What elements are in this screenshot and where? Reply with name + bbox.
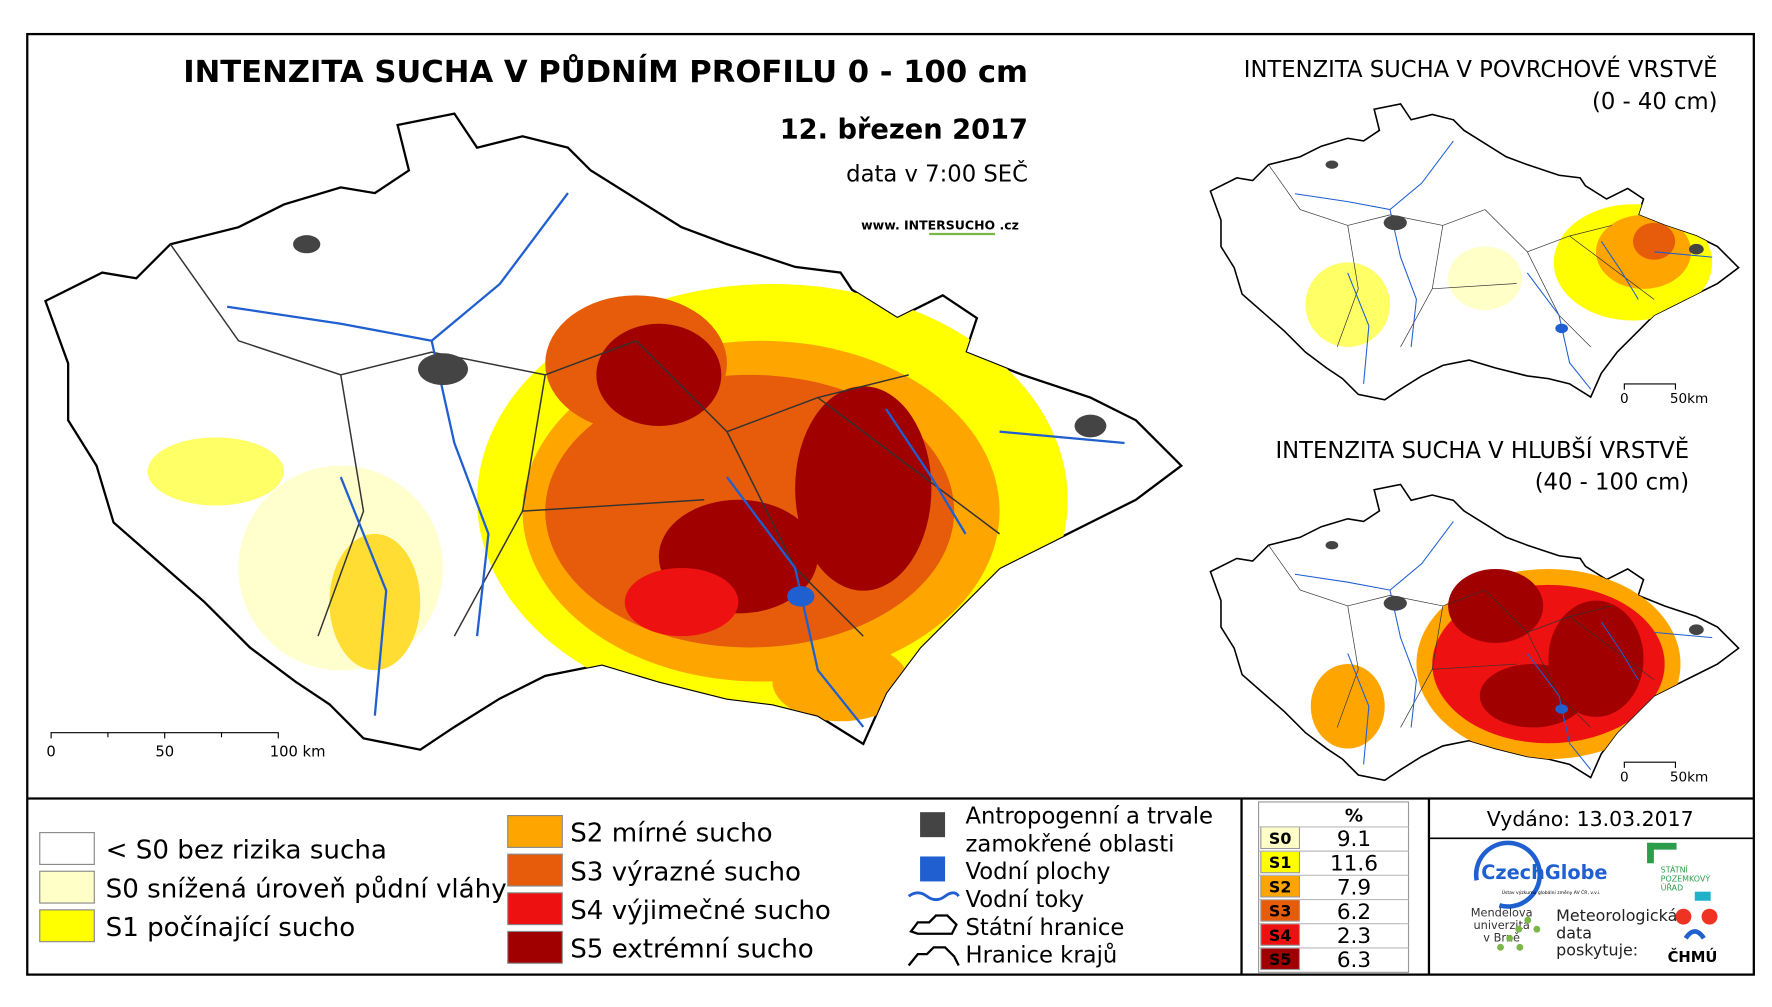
table-value: 9.1 xyxy=(1337,827,1371,852)
legend-label: Antropogenní a trvale xyxy=(966,804,1214,830)
website: www. INTERSUCHO .cz xyxy=(861,217,1019,232)
logo-text: Mendelova xyxy=(1471,906,1533,920)
scale-label: 100 km xyxy=(270,744,326,761)
legend-swatch xyxy=(507,892,563,926)
scale-label: 50km xyxy=(1670,391,1709,407)
title: INTENZITA SUCHA V PŮDNÍM PROFILU 0 - 100… xyxy=(183,53,1028,90)
legend-swatch xyxy=(507,930,563,964)
logos: CzechGlobe Ústav výzkumu globální změny … xyxy=(1471,840,1718,966)
legend-swatch xyxy=(507,815,563,848)
surface-depth: (0 - 40 cm) xyxy=(1592,89,1718,115)
legend-label: zamokřené oblasti xyxy=(966,831,1175,857)
logo-text: ÚŘAD xyxy=(1661,882,1684,893)
issued: Vydáno: 13.03.2017 xyxy=(1487,807,1694,831)
deep-scale: 0 50km xyxy=(1620,761,1709,785)
table-class: S3 xyxy=(1269,902,1292,921)
table-class: S1 xyxy=(1269,853,1292,872)
legend-label: S0 snížená úroveň půdní vláhy xyxy=(106,874,507,904)
table-value: 6.2 xyxy=(1337,900,1371,925)
deep-map xyxy=(1209,483,1740,782)
legend-icons xyxy=(907,812,960,967)
legend-label: Vodní toky xyxy=(966,887,1085,913)
legend-swatch xyxy=(39,870,95,904)
scale-label: 50km xyxy=(1670,769,1709,785)
logo-czechglobe: CzechGlobe xyxy=(1481,861,1607,884)
scale-label: 0 xyxy=(1620,391,1629,407)
surface-map xyxy=(1209,103,1740,401)
logo-text: STÁTNÍ xyxy=(1661,863,1689,874)
data-time: data v 7:00 SEČ xyxy=(846,160,1028,188)
table-header: % xyxy=(1345,805,1363,826)
logo-czechglobe-sub: Ústav výzkumu globální změny AV ČR, v.v.… xyxy=(1502,889,1601,896)
table-value: 2.3 xyxy=(1337,924,1371,949)
legend-label: Hranice krajů xyxy=(966,942,1118,969)
scale-label: 0 xyxy=(46,744,55,761)
legend-label: S1 počínající sucho xyxy=(106,913,356,943)
scale-label: 0 xyxy=(1620,769,1629,785)
legend: < S0 bez rizika sucha S0 snížená úroveň p… xyxy=(39,804,1214,969)
table-class: S0 xyxy=(1269,829,1292,848)
logo-text: v Brně xyxy=(1483,931,1520,945)
logo-text: poskytuje: xyxy=(1556,940,1638,959)
percent-table: % S0 9.1 S1 11.6 S2 7.9 S3 6.2 S4 2.3 S5 6.3 xyxy=(1258,801,1410,973)
table-class: S2 xyxy=(1269,877,1292,896)
table-value: 11.6 xyxy=(1330,851,1378,876)
table-value: 7.9 xyxy=(1337,876,1371,901)
table-value: 6.3 xyxy=(1337,948,1371,973)
main-map xyxy=(44,112,1183,751)
logo-text: POZEMKOVÝ xyxy=(1661,872,1711,883)
legend-label: S5 extrémní sucho xyxy=(570,935,814,965)
legend-label: S4 výjimečné sucho xyxy=(570,896,831,926)
legend-swatch xyxy=(39,832,95,865)
date: 12. březen 2017 xyxy=(780,115,1028,146)
table-class: S4 xyxy=(1269,926,1292,945)
main-scale: 0 50 100 km xyxy=(46,732,326,761)
logo-text: data xyxy=(1556,923,1592,942)
legend-label: Vodní plochy xyxy=(966,859,1111,885)
legend-swatch xyxy=(507,853,563,887)
legend-label: < S0 bez rizika sucha xyxy=(106,836,387,866)
legend-label: S2 mírné sucho xyxy=(570,819,772,849)
table-class: S5 xyxy=(1269,950,1292,969)
scale-label: 50 xyxy=(155,744,174,761)
legend-label: S3 výrazné sucho xyxy=(570,857,801,887)
deep-depth: (40 - 100 cm) xyxy=(1535,470,1689,496)
surface-title: INTENZITA SUCHA V POVRCHOVÉ VRSTVĚ xyxy=(1244,55,1718,83)
legend-swatch xyxy=(39,909,95,943)
logo-text: Meteorologická xyxy=(1556,906,1677,925)
surface-scale: 0 50km xyxy=(1620,383,1709,407)
logo-chmu: ČHMÚ xyxy=(1668,948,1718,966)
deep-title: INTENZITA SUCHA V HLUBŠÍ VRSTVĚ xyxy=(1275,436,1689,464)
legend-label: Státní hranice xyxy=(966,915,1125,941)
